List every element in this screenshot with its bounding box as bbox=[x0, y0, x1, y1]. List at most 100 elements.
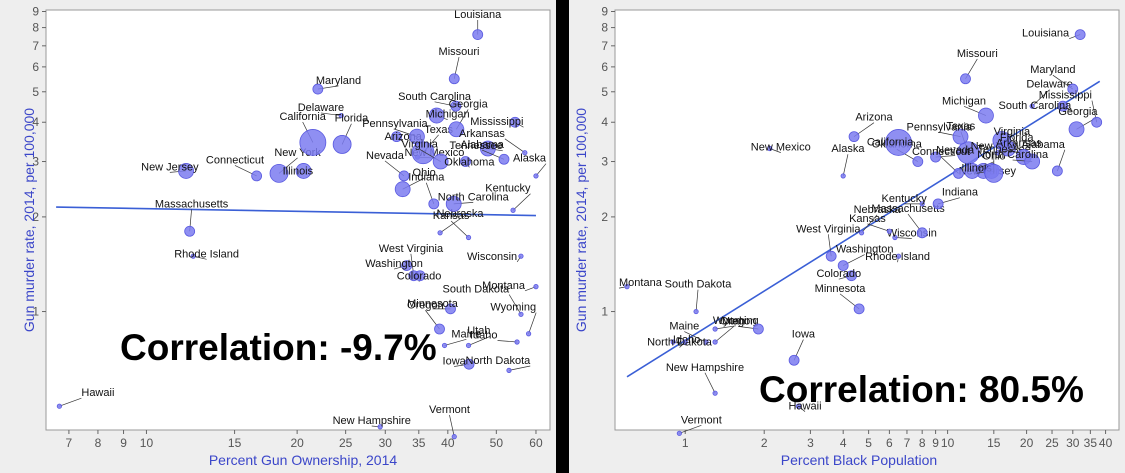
point-label: Iowa bbox=[443, 356, 467, 368]
point-label: Wisconsin bbox=[887, 227, 937, 239]
data-point bbox=[703, 339, 709, 345]
y-tick-label: 1 bbox=[32, 305, 39, 319]
data-point bbox=[712, 339, 718, 345]
point-label: Delaware bbox=[1026, 79, 1072, 91]
data-point bbox=[858, 230, 865, 236]
data-point bbox=[1057, 100, 1069, 112]
data-point bbox=[448, 73, 460, 85]
data-point bbox=[892, 234, 898, 241]
x-tick-label: 8 bbox=[95, 436, 102, 450]
x-tick-label: 6 bbox=[886, 436, 893, 450]
data-point bbox=[506, 367, 512, 373]
data-point bbox=[184, 225, 196, 237]
data-point bbox=[448, 121, 465, 138]
point-label: Montana bbox=[619, 277, 663, 289]
data-point bbox=[445, 195, 462, 212]
point-label: Georgia bbox=[1058, 106, 1098, 118]
point-leader-line bbox=[59, 397, 82, 407]
point-label: Kentucky bbox=[485, 183, 531, 195]
data-point bbox=[956, 141, 980, 165]
data-point bbox=[1051, 165, 1063, 177]
data-point bbox=[401, 260, 413, 271]
point-label: Indiana bbox=[942, 187, 979, 199]
point-label: Washington bbox=[365, 258, 423, 270]
data-point bbox=[522, 150, 528, 156]
point-label: Minnesota bbox=[815, 283, 867, 295]
point-leader-line bbox=[1031, 89, 1050, 107]
point-label: Massachusetts bbox=[155, 198, 229, 210]
point-label: West Virginia bbox=[796, 223, 861, 235]
data-point bbox=[712, 390, 718, 396]
point-label: Wyoming bbox=[490, 302, 536, 314]
point-label: South Carolina bbox=[398, 91, 472, 103]
y-tick-label: 8 bbox=[601, 21, 608, 35]
x-tick-label: 9 bbox=[120, 436, 127, 450]
regression-line bbox=[626, 80, 1101, 378]
point-label: Hawaii bbox=[81, 387, 114, 399]
data-point bbox=[825, 250, 837, 262]
data-point bbox=[445, 303, 456, 315]
data-point bbox=[952, 128, 969, 145]
point-label: Michigan bbox=[426, 109, 470, 121]
point-label: Florida bbox=[335, 113, 370, 125]
point-label: Arkansas bbox=[459, 128, 505, 140]
point-label: Washington bbox=[836, 244, 894, 256]
y-tick-label: 6 bbox=[601, 60, 608, 74]
point-label: Missouri bbox=[957, 48, 998, 60]
data-point bbox=[693, 308, 699, 315]
data-point bbox=[441, 342, 448, 349]
point-label: Utah bbox=[722, 315, 745, 327]
point-label: Nebraska bbox=[854, 204, 902, 216]
point-leader-line bbox=[528, 312, 537, 334]
data-point bbox=[1029, 103, 1035, 109]
data-point bbox=[190, 253, 196, 259]
data-point bbox=[916, 227, 928, 239]
point-label: California bbox=[867, 136, 914, 148]
data-point bbox=[312, 83, 324, 95]
point-label: Arkansas bbox=[996, 137, 1042, 149]
data-point bbox=[394, 181, 411, 198]
data-point bbox=[414, 270, 426, 282]
right-chart-panel: 1 2 3 4 5 6 7 8 9 10 15 20 25 30 35 40 1 2 3 4 5 6 7 8 9 Vermont… bbox=[569, 0, 1125, 473]
y-tick-label: 3 bbox=[601, 155, 608, 169]
x-tick-label: 20 bbox=[290, 436, 304, 450]
x-tick-label: 15 bbox=[228, 436, 242, 450]
point-label: Alaska bbox=[513, 153, 547, 165]
x-tick-label: 20 bbox=[1020, 436, 1034, 450]
data-point bbox=[919, 201, 925, 207]
data-point bbox=[624, 284, 630, 290]
point-leader-line bbox=[504, 138, 526, 153]
data-point bbox=[428, 107, 445, 124]
data-point bbox=[434, 323, 445, 335]
data-point bbox=[338, 112, 344, 119]
point-label: Kansas bbox=[433, 210, 470, 222]
y-tick-label: 5 bbox=[32, 85, 39, 99]
data-point bbox=[1068, 121, 1085, 138]
data-point bbox=[895, 253, 902, 259]
x-tick-label: 40 bbox=[1099, 436, 1113, 450]
y-axis-title: Gun murder rate, 2014, per 100,000 bbox=[573, 108, 589, 332]
axis-ticks: 7 8 9 10 15 20 25 30 35 40 50 60 1 2 3 4 5 6 7 8 9 bbox=[32, 5, 543, 450]
data-point bbox=[712, 326, 718, 332]
point-leader-line bbox=[439, 218, 461, 234]
x-axis-title: Percent Black Population bbox=[781, 452, 937, 468]
data-point bbox=[432, 153, 449, 170]
point-label: Nevada bbox=[366, 150, 405, 162]
point-leader-line bbox=[861, 214, 878, 234]
point-leader-line bbox=[468, 335, 491, 346]
y-tick-label: 4 bbox=[32, 115, 39, 129]
point-label: Montana bbox=[482, 280, 526, 292]
point-label: Texas bbox=[946, 121, 975, 133]
correlation-annotation: Correlation: 80.5% bbox=[759, 369, 1084, 410]
point-label: Tennessee bbox=[450, 140, 503, 152]
data-point bbox=[1091, 116, 1103, 128]
data-point bbox=[853, 303, 865, 315]
point-leader-line bbox=[684, 331, 707, 343]
point-label: Kentucky bbox=[882, 193, 928, 205]
point-label: North Dakota bbox=[647, 337, 713, 349]
point-label: Iowa bbox=[792, 329, 816, 341]
data-point bbox=[837, 260, 849, 271]
data-point bbox=[984, 164, 1004, 183]
data-point bbox=[463, 358, 475, 370]
y-tick-label: 7 bbox=[601, 39, 608, 53]
